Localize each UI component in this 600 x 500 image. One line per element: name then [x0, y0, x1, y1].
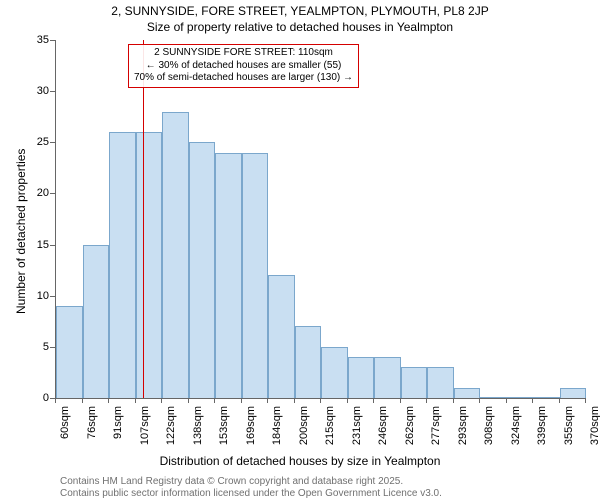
chart-title-line2: Size of property relative to detached ho…	[0, 20, 600, 34]
x-tick-mark	[400, 398, 401, 403]
histogram-bar	[295, 326, 322, 398]
attribution-line-1: Contains HM Land Registry data © Crown c…	[60, 476, 442, 488]
x-tick-label: 60sqm	[59, 406, 71, 439]
annotation-line-1: 2 SUNNYSIDE FORE STREET: 110sqm	[134, 47, 353, 60]
histogram-bar	[268, 275, 295, 398]
x-tick-mark	[347, 398, 348, 403]
x-tick-mark	[532, 398, 533, 403]
x-tick-mark	[320, 398, 321, 403]
y-tick-label: 5	[43, 341, 49, 353]
x-tick-label: 122sqm	[165, 406, 177, 445]
y-tick-label: 30	[37, 85, 49, 97]
histogram-bar	[189, 142, 216, 398]
annotation-line-3: 70% of semi-detached houses are larger (…	[134, 72, 353, 85]
x-tick-label: 91sqm	[112, 406, 124, 439]
y-tick-label: 35	[37, 34, 49, 46]
histogram-bar	[427, 367, 454, 398]
x-tick-label: 138sqm	[192, 406, 204, 445]
x-tick-mark	[82, 398, 83, 403]
y-tick-mark	[50, 193, 55, 194]
y-tick-label: 20	[37, 187, 49, 199]
x-tick-label: 200sqm	[298, 406, 310, 445]
attribution-text: Contains HM Land Registry data © Crown c…	[60, 476, 442, 500]
x-tick-label: 293sqm	[457, 406, 469, 445]
histogram-bar	[560, 388, 587, 398]
x-tick-label: 339sqm	[536, 406, 548, 445]
x-tick-label: 153sqm	[218, 406, 230, 445]
x-tick-mark	[55, 398, 56, 403]
y-tick-label: 10	[37, 290, 49, 302]
y-axis-label: Number of detached properties	[14, 149, 28, 314]
x-axis-label: Distribution of detached houses by size …	[0, 454, 600, 468]
x-tick-label: 169sqm	[245, 406, 257, 445]
histogram-bar	[401, 367, 428, 398]
x-tick-mark	[214, 398, 215, 403]
x-tick-label: 355sqm	[563, 406, 575, 445]
y-tick-mark	[50, 142, 55, 143]
y-tick-mark	[50, 40, 55, 41]
y-tick-label: 0	[43, 392, 49, 404]
x-tick-mark	[559, 398, 560, 403]
property-annotation: 2 SUNNYSIDE FORE STREET: 110sqm ← 30% of…	[128, 44, 359, 88]
x-tick-label: 370sqm	[589, 406, 600, 445]
y-tick-mark	[50, 245, 55, 246]
histogram-bar	[374, 357, 401, 398]
x-tick-mark	[108, 398, 109, 403]
x-tick-label: 262sqm	[404, 406, 416, 445]
y-tick-mark	[50, 296, 55, 297]
histogram-bar	[109, 132, 136, 398]
attribution-line-2: Contains public sector information licen…	[60, 488, 442, 500]
y-tick-label: 15	[37, 239, 49, 251]
histogram-bar	[480, 397, 507, 398]
x-tick-mark	[585, 398, 586, 403]
x-tick-mark	[161, 398, 162, 403]
x-tick-label: 308sqm	[483, 406, 495, 445]
x-tick-mark	[135, 398, 136, 403]
x-tick-mark	[267, 398, 268, 403]
histogram-bar	[454, 388, 481, 398]
x-tick-label: 76sqm	[86, 406, 98, 439]
histogram-bar	[507, 397, 534, 398]
y-tick-mark	[50, 347, 55, 348]
histogram-bar	[242, 153, 269, 398]
histogram-bar	[136, 132, 163, 398]
x-tick-mark	[188, 398, 189, 403]
x-tick-mark	[241, 398, 242, 403]
chart-title-line1: 2, SUNNYSIDE, FORE STREET, YEALMPTON, PL…	[0, 4, 600, 18]
x-tick-mark	[426, 398, 427, 403]
y-tick-label: 25	[37, 136, 49, 148]
y-tick-mark	[50, 91, 55, 92]
histogram-bar	[348, 357, 375, 398]
x-tick-label: 277sqm	[430, 406, 442, 445]
plot-area	[55, 40, 586, 399]
x-tick-mark	[453, 398, 454, 403]
histogram-bar	[215, 153, 242, 398]
x-tick-mark	[373, 398, 374, 403]
histogram-bar	[321, 347, 348, 398]
x-tick-label: 231sqm	[351, 406, 363, 445]
x-tick-mark	[294, 398, 295, 403]
x-tick-label: 215sqm	[324, 406, 336, 445]
x-tick-mark	[479, 398, 480, 403]
x-tick-label: 184sqm	[271, 406, 283, 445]
annotation-line-2: ← 30% of detached houses are smaller (55…	[134, 60, 353, 73]
histogram-bar	[162, 112, 189, 398]
x-tick-label: 246sqm	[377, 406, 389, 445]
x-tick-label: 324sqm	[510, 406, 522, 445]
property-marker-line	[143, 40, 144, 398]
histogram-bar	[83, 245, 110, 398]
x-tick-label: 107sqm	[139, 406, 151, 445]
histogram-bar	[56, 306, 83, 398]
histogram-bar	[533, 397, 560, 398]
x-tick-mark	[506, 398, 507, 403]
